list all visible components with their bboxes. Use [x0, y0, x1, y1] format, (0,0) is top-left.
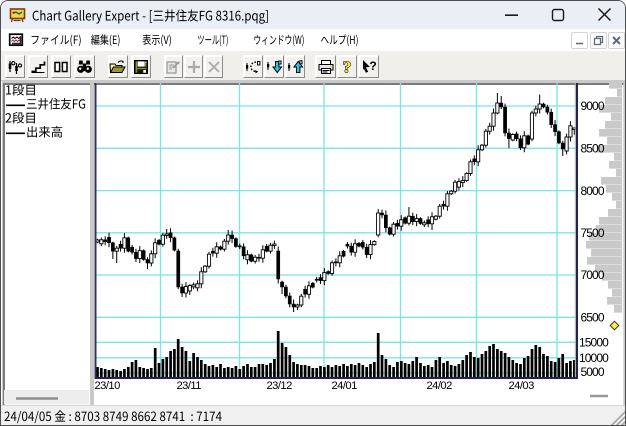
svg-text:5000: 5000: [581, 365, 605, 379]
svg-text:24/02: 24/02: [427, 380, 453, 392]
svg-text:8000: 8000: [581, 184, 605, 198]
svg-text:23/12: 23/12: [267, 380, 293, 392]
svg-text:6500: 6500: [581, 311, 605, 325]
svg-text:?: ?: [369, 59, 376, 73]
svg-text:?: ?: [343, 59, 352, 75]
svg-text:15000: 15000: [579, 335, 609, 349]
svg-text:24/03: 24/03: [509, 380, 535, 392]
svg-text:23/11: 23/11: [177, 380, 202, 392]
svg-text:7500: 7500: [581, 226, 605, 240]
svg-text:10000: 10000: [579, 351, 609, 365]
svg-text:7000: 7000: [581, 268, 605, 282]
svg-text:23/10: 23/10: [95, 380, 121, 392]
svg-text:9000: 9000: [581, 99, 605, 113]
svg-text:8500: 8500: [581, 142, 605, 156]
svg-text:24/01: 24/01: [332, 380, 358, 392]
